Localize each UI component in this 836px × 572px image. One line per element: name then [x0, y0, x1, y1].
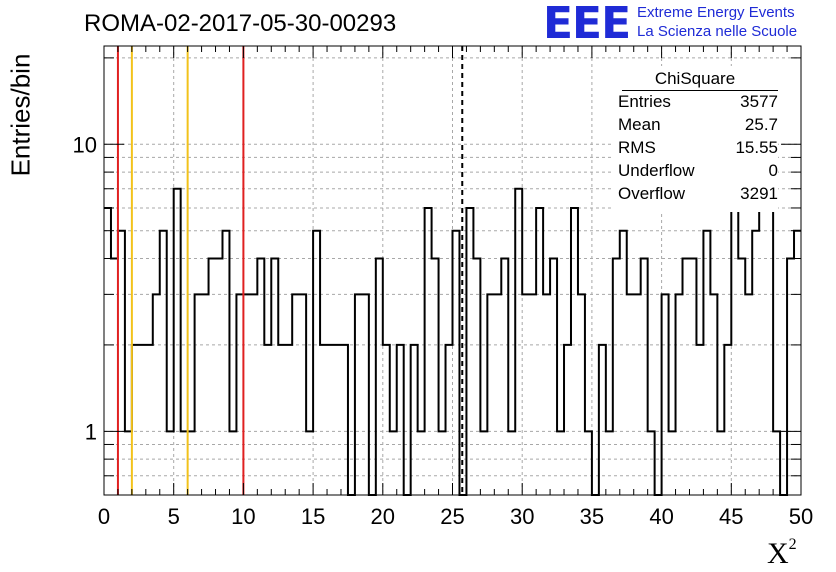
y-tick-label: 1 — [85, 419, 97, 444]
histogram-layer — [104, 143, 801, 496]
y-axis-label: Entries/bin — [5, 53, 36, 177]
stats-row-underflow: Underflow 0 — [618, 161, 778, 184]
stats-key: Mean — [618, 115, 661, 134]
x-axis-label: X2 — [767, 536, 797, 570]
x-tick-label: 45 — [719, 504, 743, 529]
tick-labels-layer: 0 5 10 15 20 25 30 35 40 45 50 1 10 — [73, 132, 814, 529]
x-tick-label: 20 — [371, 504, 395, 529]
stats-value: 15.55 — [735, 138, 778, 157]
stats-row-overflow: Overflow 3291 — [618, 184, 778, 207]
x-tick-label: 40 — [649, 504, 673, 529]
stats-key: Entries — [618, 92, 671, 111]
stats-value: 0 — [768, 161, 778, 180]
eee-logo: EEE — [543, 0, 631, 49]
y-tick-label: 10 — [73, 132, 97, 157]
stats-row-entries: Entries 3577 — [618, 92, 778, 115]
stats-key: Underflow — [618, 161, 695, 180]
histogram-outline — [104, 143, 801, 496]
x-tick-label: 10 — [231, 504, 255, 529]
axis-ticks-layer — [103, 46, 802, 496]
x-tick-label: 0 — [98, 504, 110, 529]
stats-title: ChiSquare — [654, 69, 736, 88]
stats-value: 25.7 — [744, 115, 778, 134]
stats-row-rms: RMS 15.55 — [618, 138, 778, 161]
x-tick-label: 25 — [440, 504, 464, 529]
x-tick-label: 30 — [510, 504, 534, 529]
chart-title: ROMA-02-2017-05-30-00293 — [84, 10, 397, 37]
x-tick-label: 50 — [789, 504, 813, 529]
eee-logo-line1: Extreme Energy Events — [637, 4, 795, 21]
stats-divider — [622, 90, 778, 91]
marker-lines-layer — [116, 46, 464, 495]
stats-key: RMS — [618, 138, 656, 157]
x-tick-label: 5 — [168, 504, 180, 529]
stats-row-mean: Mean 25.7 — [618, 115, 778, 138]
x-tick-label: 35 — [580, 504, 604, 529]
stats-value: 3291 — [740, 184, 778, 203]
stats-value: 3577 — [740, 92, 778, 111]
x-tick-label: 15 — [301, 504, 325, 529]
stats-box: ChiSquare Entries 3577 Mean 25.7 RMS 15.… — [612, 66, 778, 212]
eee-logo-line2: La Scienza nelle Scuole — [637, 23, 798, 40]
stats-key: Overflow — [618, 184, 686, 203]
